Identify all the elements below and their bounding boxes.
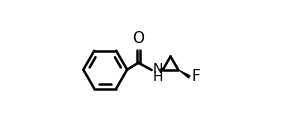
Polygon shape <box>159 68 163 71</box>
Text: F: F <box>191 69 200 84</box>
Text: O: O <box>132 31 144 46</box>
Polygon shape <box>178 70 190 78</box>
Text: H: H <box>152 70 163 84</box>
Text: N: N <box>152 62 163 76</box>
